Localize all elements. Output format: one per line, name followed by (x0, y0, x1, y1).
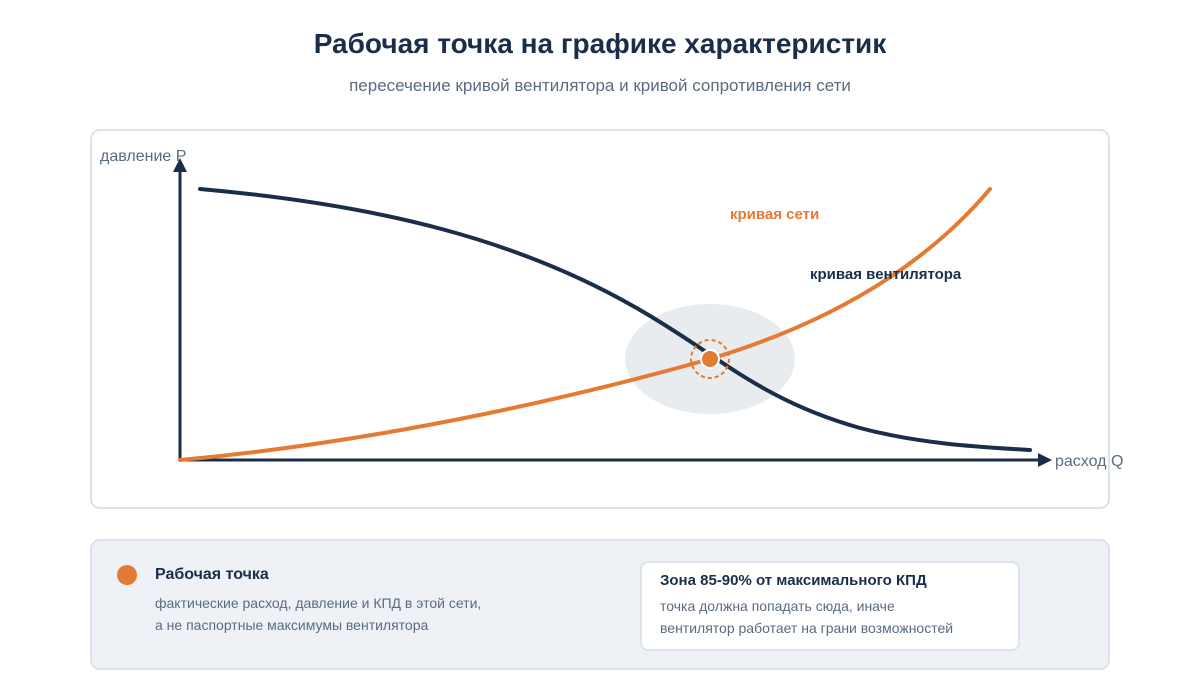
zone-description: точка должна попадать сюда, иначе вентил… (660, 595, 953, 639)
legend-point-desc-line1: фактические расход, давление и КПД в это… (155, 595, 482, 611)
page-subtitle: пересечение кривой вентилятора и кривой … (349, 76, 851, 95)
efficiency-zone-card (640, 561, 1020, 651)
chart-panel (90, 129, 1110, 509)
zone-title: Зона 85-90% от максимального КПД (660, 572, 927, 589)
legend-point-desc-line2: а не паспортные максимумы вентилятора (155, 617, 429, 633)
legend-point-title: Рабочая точка (155, 566, 269, 583)
legend-point-description: фактические расход, давление и КПД в это… (155, 592, 481, 636)
operating-point-marker-icon (117, 565, 137, 585)
zone-desc-line2: вентилятор работает на грани возможносте… (660, 620, 954, 636)
zone-desc-line1: точка должна попадать сюда, иначе (660, 598, 895, 614)
page-title: Рабочая точка на графике характеристик (313, 28, 887, 59)
